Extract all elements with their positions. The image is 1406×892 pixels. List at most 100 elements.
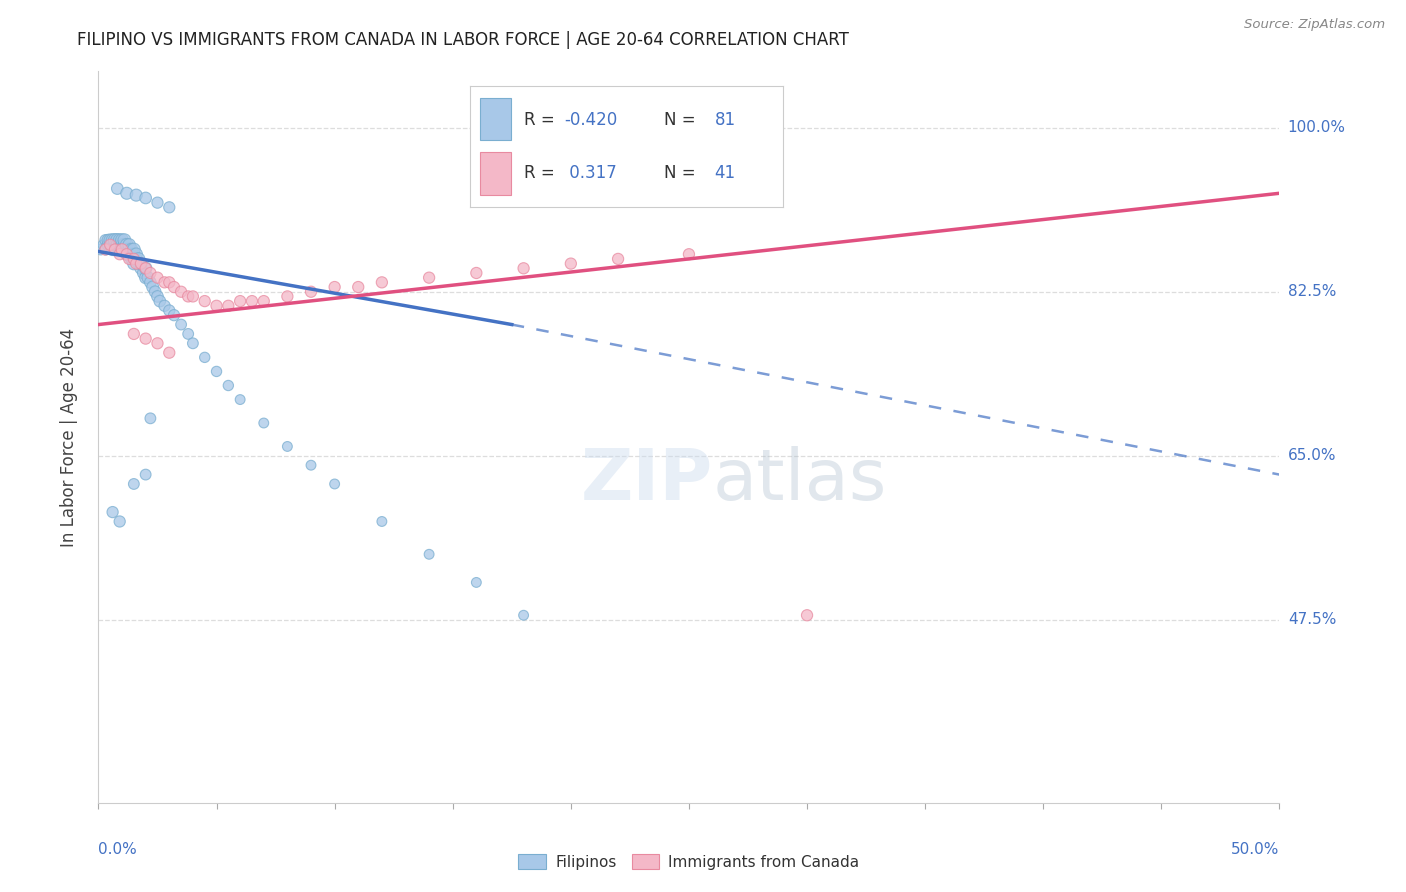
Point [146, 270, 169, 285]
Point [229, 294, 252, 309]
Point [105, 237, 128, 252]
Point [97, 237, 120, 252]
Point [177, 326, 200, 341]
Point [512, 261, 534, 276]
Point [139, 276, 162, 290]
Text: 82.5%: 82.5% [1288, 285, 1336, 299]
Text: atlas: atlas [713, 447, 887, 516]
Text: FILIPINO VS IMMIGRANTS FROM CANADA IN LABOR FORCE | AGE 20-64 CORRELATION CHART: FILIPINO VS IMMIGRANTS FROM CANADA IN LA… [77, 31, 849, 49]
Point [105, 233, 128, 247]
Point [112, 237, 135, 252]
Text: ZIP: ZIP [581, 447, 713, 516]
Point [108, 237, 131, 252]
Point [118, 252, 141, 266]
Point [276, 289, 298, 303]
Point [205, 299, 228, 313]
Point [139, 266, 162, 280]
Point [122, 247, 145, 261]
Point [129, 261, 152, 276]
Point [98, 233, 121, 247]
Point [90, 243, 112, 257]
Point [371, 515, 394, 529]
Point [94, 243, 117, 257]
Point [163, 280, 186, 294]
Point [132, 266, 155, 280]
Point [111, 243, 134, 257]
Point [105, 237, 128, 252]
Point [118, 237, 141, 252]
Point [115, 237, 138, 252]
Point [115, 247, 138, 261]
Point [122, 477, 145, 491]
Point [143, 285, 166, 299]
Point [149, 294, 172, 309]
Point [170, 285, 193, 299]
Legend: Filipinos, Immigrants from Canada: Filipinos, Immigrants from Canada [512, 847, 866, 876]
Point [94, 243, 117, 257]
Point [194, 294, 217, 309]
Point [111, 243, 134, 257]
Point [101, 233, 124, 247]
Point [217, 378, 239, 392]
Point [101, 243, 124, 257]
Point [101, 237, 124, 252]
Point [796, 608, 818, 623]
Point [276, 440, 298, 454]
Text: 50.0%: 50.0% [1232, 842, 1279, 856]
Point [146, 289, 169, 303]
Point [678, 247, 700, 261]
Point [157, 276, 180, 290]
Point [217, 299, 239, 313]
Point [104, 243, 127, 257]
Text: 0.0%: 0.0% [98, 842, 138, 856]
Text: Source: ZipAtlas.com: Source: ZipAtlas.com [1244, 18, 1385, 31]
Point [94, 233, 117, 247]
Text: 100.0%: 100.0% [1288, 120, 1346, 135]
Point [177, 289, 200, 303]
Point [104, 243, 127, 257]
Point [112, 233, 135, 247]
Point [118, 247, 141, 261]
Point [323, 280, 346, 294]
Point [157, 303, 180, 318]
Point [112, 243, 135, 257]
Point [129, 257, 152, 271]
Point [181, 289, 204, 303]
Point [111, 237, 134, 252]
Point [194, 351, 217, 365]
Point [607, 252, 630, 266]
Point [347, 280, 370, 294]
Point [135, 261, 157, 276]
Point [129, 257, 152, 271]
Point [115, 243, 138, 257]
Point [153, 299, 176, 313]
Point [465, 575, 488, 590]
Point [122, 243, 145, 257]
Point [240, 294, 263, 309]
Point [121, 252, 143, 266]
Point [125, 257, 148, 271]
Point [142, 280, 165, 294]
Point [128, 257, 150, 271]
Point [122, 257, 145, 271]
Point [125, 188, 148, 202]
Point [229, 392, 252, 407]
Point [98, 237, 121, 252]
Point [299, 285, 322, 299]
Point [135, 191, 157, 205]
Point [135, 270, 157, 285]
Point [146, 195, 169, 210]
Point [122, 326, 145, 341]
Point [128, 252, 150, 266]
Point [418, 547, 440, 561]
Point [465, 266, 488, 280]
Point [125, 247, 148, 261]
Point [512, 608, 534, 623]
Point [181, 336, 204, 351]
Point [157, 200, 180, 214]
Point [104, 233, 127, 247]
Point [108, 233, 131, 247]
Point [299, 458, 322, 473]
Point [101, 505, 124, 519]
Point [108, 243, 131, 257]
